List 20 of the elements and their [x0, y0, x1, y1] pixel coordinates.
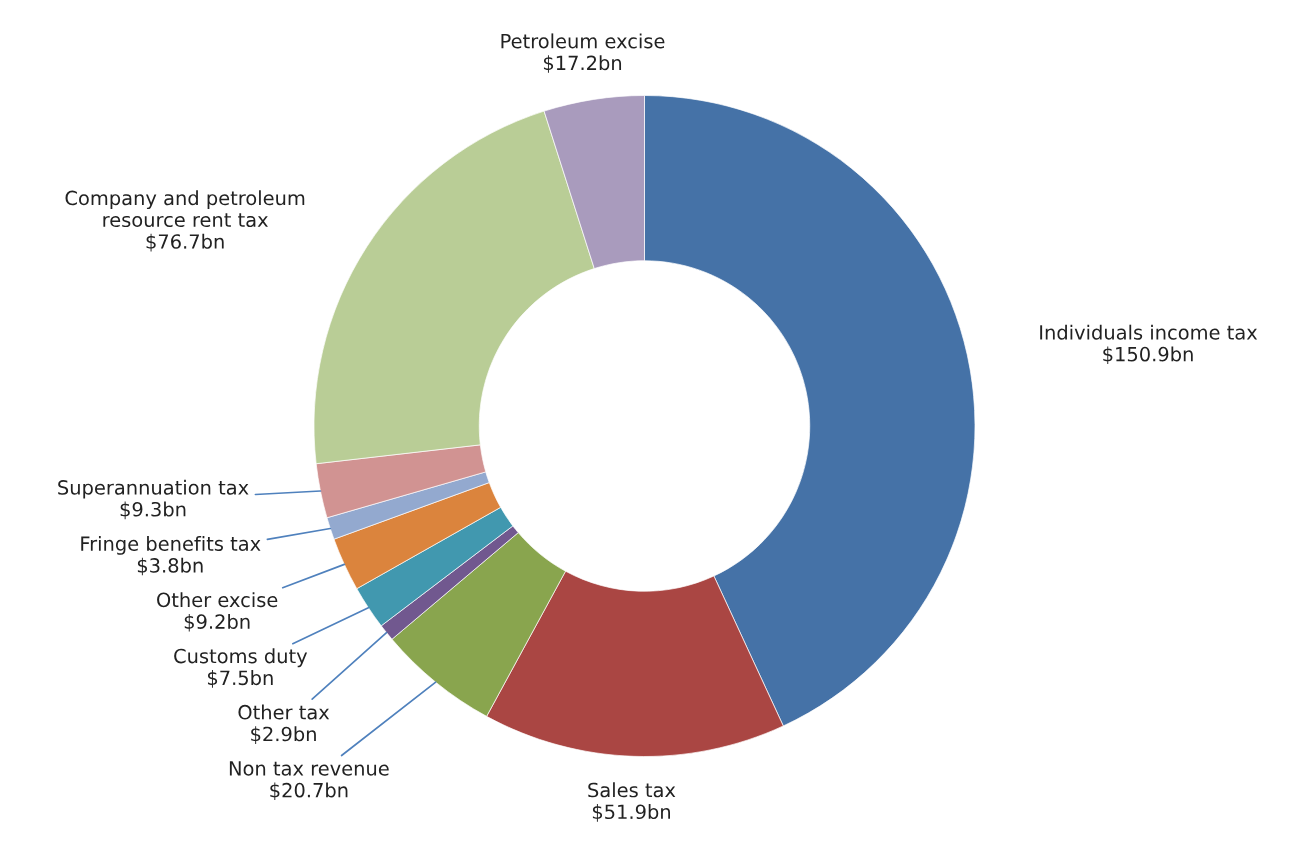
slice-label: Sales tax — [588, 782, 676, 798]
data-label: $9.2bn — [184, 613, 250, 632]
data-label: $2.9bn — [251, 726, 316, 744]
slice-label: Non tax revenue — [229, 761, 389, 776]
slice-label: Petroleum excise — [501, 33, 665, 49]
data-label: $3.8bn — [137, 557, 203, 576]
data-label: $20.7bn — [270, 782, 348, 801]
slice-label: Customs duty — [174, 648, 308, 668]
slice-label: Other tax — [238, 704, 330, 720]
data-label: $76.7bn — [146, 233, 224, 252]
data-label: $9.3bn — [120, 501, 186, 520]
slice-label: Other excise — [157, 592, 278, 608]
data-label: $17.2bn — [543, 55, 622, 73]
data-label: $7.5bn — [207, 670, 273, 688]
slice-label: Fringe benefits tax — [81, 535, 261, 555]
slice-label: Individuals income tax — [1040, 324, 1258, 340]
data-label: $51.9bn — [592, 804, 670, 822]
data-label: $150.9bn — [1103, 346, 1193, 365]
slice-label: Superannuation tax — [58, 479, 249, 499]
slice-label: Company and petroleum resource rent tax — [65, 190, 305, 228]
